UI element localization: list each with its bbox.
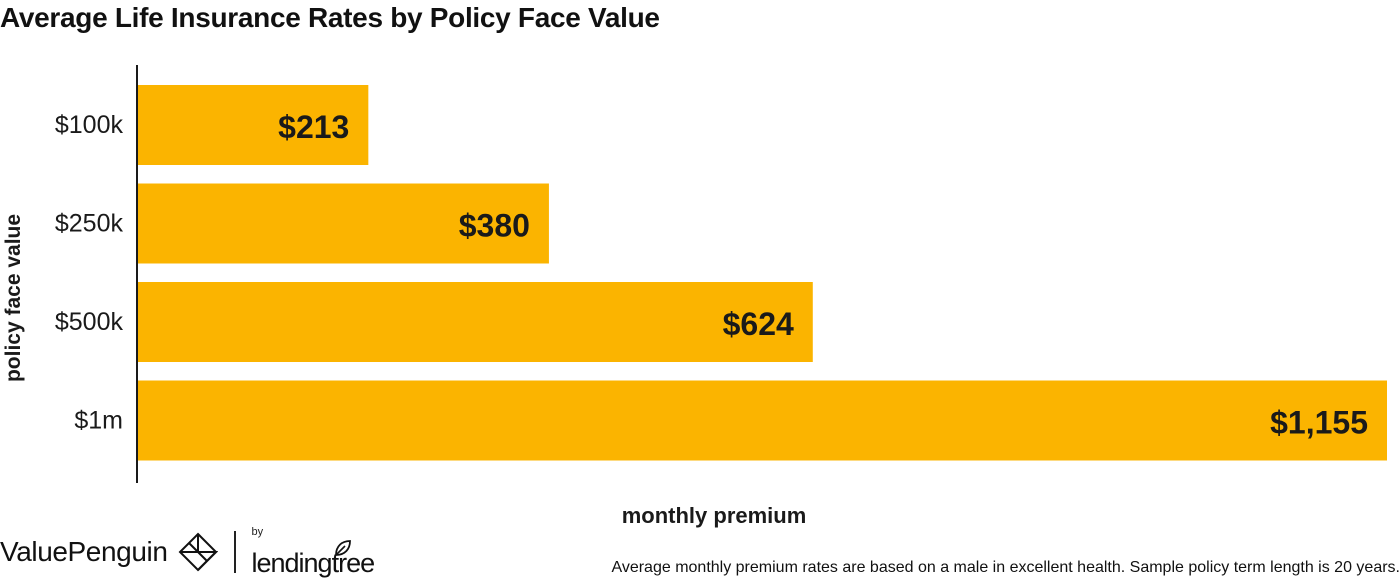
value-label-2: $624 xyxy=(723,306,794,342)
value-label-0: $213 xyxy=(278,109,349,145)
lendingtree-wordmark: lendingtree xyxy=(252,539,375,577)
lendingtree-by-text: by xyxy=(251,526,264,538)
bars-group xyxy=(138,85,1387,461)
value-label-3: $1,155 xyxy=(1270,405,1368,441)
valuepenguin-logo-text: ValuePenguin xyxy=(0,536,168,567)
category-label-0: $100k xyxy=(55,111,124,139)
leaf-icon xyxy=(335,540,352,556)
x-axis-title: monthly premium xyxy=(621,503,807,528)
category-labels-group: $100k $250k $500k $1m xyxy=(55,111,124,435)
category-label-2: $500k xyxy=(55,308,124,336)
bar-1 xyxy=(138,183,549,264)
value-labels-group: $213 $380 $624 $1,155 xyxy=(278,109,1368,441)
category-label-1: $250k xyxy=(55,210,124,238)
bar-chart: $100k $250k $500k $1m $213 $380 $624 $1,155 xyxy=(55,65,1387,483)
bar-2 xyxy=(138,282,813,362)
chart-title: Average Life Insurance Rates by Policy F… xyxy=(0,2,660,33)
logo-divider xyxy=(233,531,236,573)
lendingtree-logo: by lendingtree xyxy=(251,526,376,577)
value-label-1: $380 xyxy=(459,208,530,244)
footnote: Average monthly premium rates are based … xyxy=(611,559,1400,576)
bar-3 xyxy=(138,380,1387,461)
valuepenguin-mark-icon xyxy=(178,532,218,572)
lendingtree-logo-text: lendingtree xyxy=(251,548,376,578)
brand-logos: ValuePenguin by lendingtree xyxy=(0,526,376,577)
category-label-3: $1m xyxy=(74,407,123,435)
bar-0 xyxy=(138,85,369,165)
